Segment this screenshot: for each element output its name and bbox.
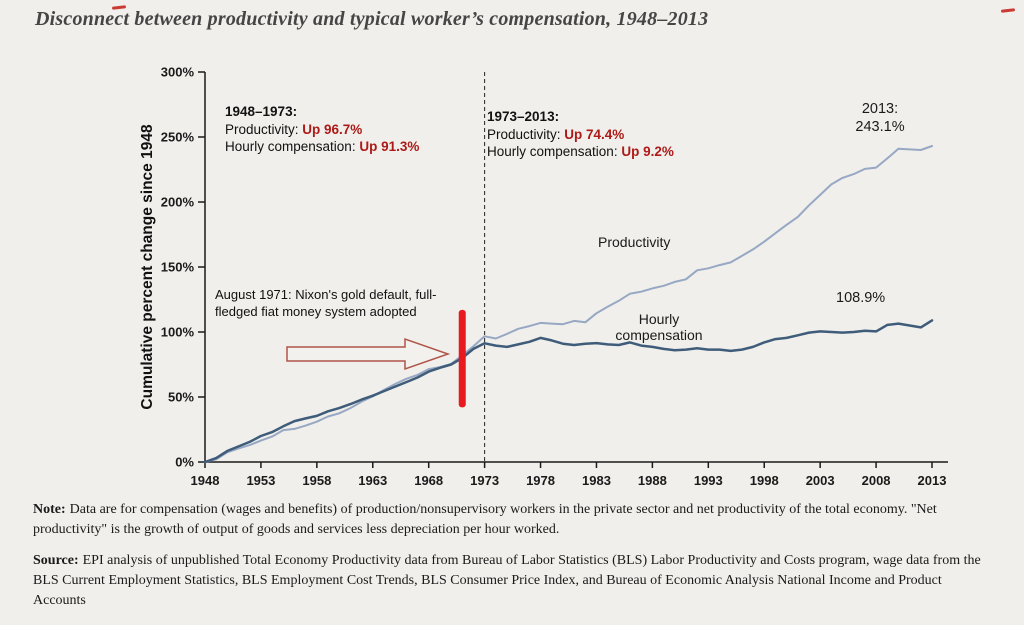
end-2013-year: 2013: — [861, 101, 899, 117]
y-tick-label: 100% — [161, 325, 195, 340]
y-tick-label: 300% — [161, 65, 195, 80]
x-tick-label: 1968 — [414, 473, 443, 488]
series-line-productivity — [204, 145, 933, 463]
y-axis-title: Cumulative percent change since 1948 — [139, 124, 156, 410]
y-tick-label: 0% — [175, 455, 194, 470]
stray-red-mark — [1000, 8, 1016, 13]
annotation-arrow-icon — [286, 337, 451, 371]
chart-footer: Note: Data are for compensation (wages an… — [33, 500, 993, 622]
note-text: Data are for compensation (wages and ben… — [33, 502, 937, 538]
period1-compensation-row: Hourly compensation: Up 91.3% — [225, 138, 419, 156]
x-tick-label: 1958 — [302, 473, 331, 488]
source-label: Source: — [33, 553, 79, 569]
x-tick-label: 1988 — [638, 473, 667, 488]
period1-compensation-value: Up 91.3% — [359, 139, 420, 155]
period1-compensation-label: Hourly compensation: — [225, 139, 360, 155]
period2-compensation-value: Up 9.2% — [621, 144, 674, 160]
x-tick-label: 1953 — [246, 473, 275, 488]
x-tick-label: 2003 — [806, 473, 835, 488]
compensation-end-value-label: 108.9% — [836, 290, 886, 306]
x-tick-label: 1993 — [694, 473, 723, 488]
source-paragraph: Source: EPI analysis of unpublished Total… — [33, 551, 993, 611]
x-tick-label: 1948 — [191, 473, 220, 488]
period2-productivity-row: Productivity: Up 74.4% — [487, 126, 674, 144]
x-tick-label: 1998 — [750, 473, 779, 488]
period1-productivity-row: Productivity: Up 96.7% — [225, 121, 419, 139]
period2-productivity-label: Productivity: — [487, 126, 565, 142]
productivity-series-label: Productivity — [598, 234, 671, 250]
x-tick-label: 2013 — [918, 473, 947, 488]
y-tick-label: 50% — [168, 390, 194, 405]
period1-productivity-label: Productivity: — [225, 121, 303, 137]
nixon-1971-annotation: August 1971: Nixon's gold default, full-… — [215, 287, 437, 320]
period2-compensation-label: Hourly compensation: — [487, 144, 622, 160]
source-text: EPI analysis of unpublished Total Econom… — [33, 553, 981, 609]
chart-title: Disconnect between productivity and typi… — [35, 8, 709, 30]
compensation-series-label: Hourly compensation — [615, 311, 703, 343]
end-2013-value: 243.1% — [855, 119, 905, 136]
chart-canvas: 0% 50% 100% 150% 200% 250% 300% 1948 1953 1958 196… — [139, 65, 948, 488]
period2-compensation-row: Hourly compensation: Up 9.2% — [487, 143, 674, 161]
series-line-hourly-compensation — [203, 319, 934, 464]
note-label: Note: — [33, 502, 66, 517]
period1-heading: 1948–1973: — [225, 104, 298, 119]
red-event-bar-1971 — [458, 309, 466, 408]
annotation-period-1973-2013: 1973–2013: Productivity: Up 74.4% Hourly… — [487, 108, 674, 161]
period1-productivity-value: Up 96.7% — [302, 121, 363, 137]
x-tick-label: 1978 — [526, 473, 555, 488]
y-tick-label: 250% — [161, 130, 195, 145]
annotation-period-1948-1973: 1948–1973: Productivity: Up 96.7% Hourly… — [225, 103, 419, 156]
x-tick-label: 1983 — [582, 473, 611, 488]
chart-area: 0% 50% 100% 150% 200% 250% 300% 1948 1953 1958 196… — [0, 58, 1024, 508]
note-paragraph: Note: Data are for compensation (wages an… — [33, 500, 993, 540]
x-tick-label: 1973 — [470, 473, 499, 488]
productivity-end-value-label: 2013: 243.1% — [843, 100, 917, 136]
x-tick-label: 2008 — [862, 473, 891, 488]
y-tick-label: 150% — [161, 260, 195, 275]
y-tick-label: 200% — [161, 195, 195, 210]
x-tick-label: 1963 — [358, 473, 387, 488]
period2-heading: 1973–2013: — [487, 109, 560, 124]
period2-productivity-value: Up 74.4% — [564, 126, 625, 142]
